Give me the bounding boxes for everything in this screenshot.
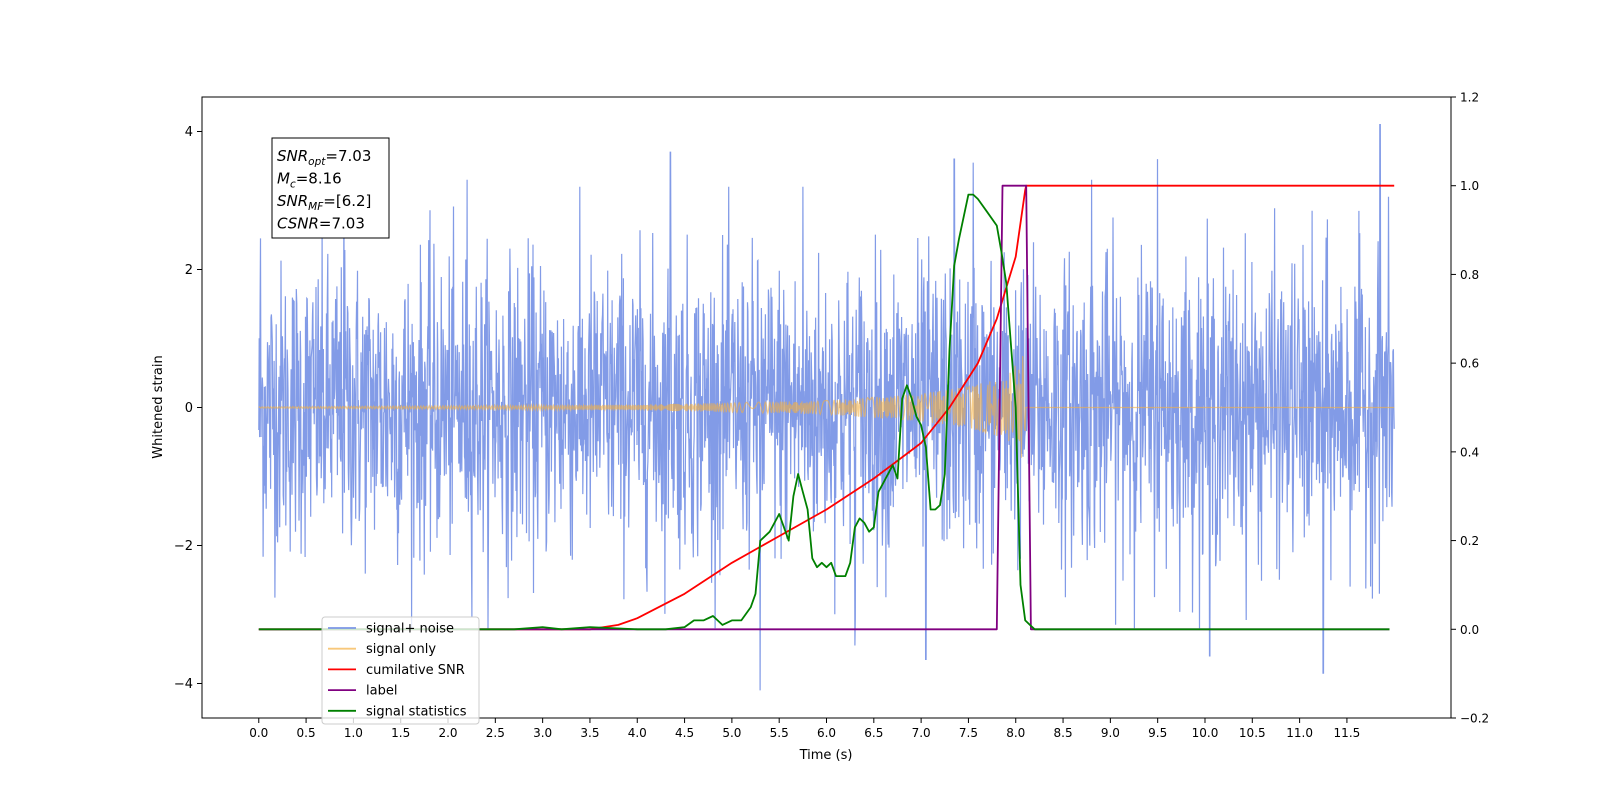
annotation-line: Mc=8.16: [277, 170, 342, 191]
x-tick-label: 3.5: [580, 726, 599, 740]
y2-axis-ticks: −0.2 0.0 0.2 0.4 0.6 0.8 1.0 1.2: [1451, 91, 1489, 726]
legend-label: signal statistics: [366, 704, 467, 719]
x-axis-ticks: 0.0 0.5 1.0 1.5 2.0 2.5 3.0 3.5 4.0 4.5 5.0 5.5 6.0 6…: [249, 718, 1360, 740]
y-tick-label: 2: [185, 263, 193, 278]
y2-tick-label: 1.2: [1460, 91, 1479, 105]
x-tick-label: 2.0: [438, 726, 457, 740]
x-tick-label: 8.0: [1006, 726, 1025, 740]
series-signal-noise-line: [258, 124, 1395, 691]
series-signal-only-line: [258, 355, 1395, 458]
x-tick-label: 4.5: [675, 726, 694, 740]
x-tick-label: 10.5: [1239, 726, 1266, 740]
y2-tick-label: 0.0: [1460, 623, 1479, 637]
x-tick-label: 7.5: [959, 726, 978, 740]
y2-tick-label: 1.0: [1460, 179, 1479, 193]
series-cumilative-snr-line: [258, 184, 1395, 631]
x-tick-label: 5.5: [770, 726, 789, 740]
x-tick-label: 10.0: [1192, 726, 1219, 740]
x-axis-label: Time (s): [799, 748, 853, 763]
legend-label: cumilative SNR: [366, 663, 465, 678]
legend-label: signal only: [366, 642, 436, 657]
y2-tick-label: −0.2: [1460, 712, 1489, 726]
x-tick-label: 11.0: [1286, 726, 1313, 740]
x-tick-label: 9.5: [1148, 726, 1167, 740]
annotation-line: SNRopt=7.03: [277, 147, 371, 168]
y-axis-ticks: −4 −2 0 2 4: [174, 125, 202, 692]
y2-tick-label: 0.4: [1460, 445, 1479, 459]
y-axis-label: Whitened strain: [151, 355, 166, 458]
x-tick-label: 9.0: [1101, 726, 1120, 740]
x-tick-label: 11.5: [1334, 726, 1361, 740]
legend-label: signal+ noise: [366, 622, 454, 637]
x-tick-label: 5.0: [722, 726, 741, 740]
legend-frame: [321, 616, 480, 725]
x-tick-label: 8.5: [1054, 726, 1073, 740]
y-tick-label: 0: [185, 401, 193, 416]
x-tick-label: 0.0: [249, 726, 268, 740]
x-tick-label: 7.0: [912, 726, 931, 740]
y-tick-label: −4: [174, 677, 193, 692]
annotation-frame: [271, 137, 390, 239]
y2-tick-label: 0.2: [1460, 534, 1479, 548]
series-layer: [258, 124, 1395, 691]
legend: signal+ noise signal only cumilative SNR la…: [321, 616, 480, 725]
y2-tick-label: 0.8: [1460, 268, 1479, 282]
series-signal-statistics-line: [258, 193, 1390, 631]
legend-label: label: [366, 684, 397, 699]
x-tick-label: 6.0: [817, 726, 836, 740]
x-tick-label: 3.0: [533, 726, 552, 740]
x-tick-label: 0.5: [297, 726, 316, 740]
annotation-line: SNRMF=[6.2]: [277, 192, 371, 213]
x-tick-label: 1.0: [344, 726, 363, 740]
x-tick-label: 2.5: [486, 726, 505, 740]
y2-tick-label: 0.6: [1460, 357, 1479, 371]
y-tick-label: −2: [174, 539, 193, 554]
x-tick-label: 1.5: [391, 726, 410, 740]
x-tick-label: 6.5: [864, 726, 883, 740]
x-tick-label: 4.0: [628, 726, 647, 740]
annotation-line: CSNR=7.03: [277, 215, 365, 233]
y-tick-label: 4: [185, 125, 193, 140]
